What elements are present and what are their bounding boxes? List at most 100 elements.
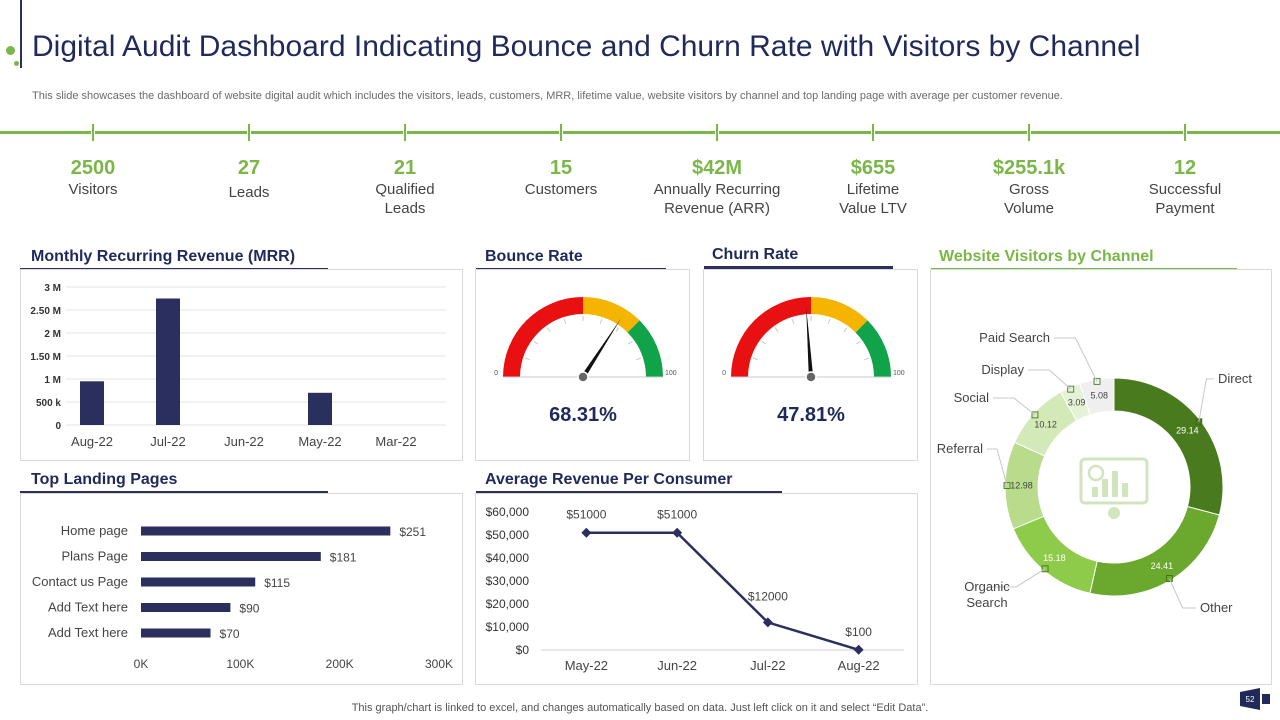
arpc-xtick-label: Jul-22 (750, 658, 785, 673)
donut-value-label: 12.98 (1010, 481, 1033, 491)
kpi-tick (559, 124, 563, 141)
kpi-label: Successful Payment (1148, 181, 1222, 217)
donut-value-label: 15.18 (1043, 553, 1066, 563)
arpc-xtick-label: May-22 (565, 658, 608, 673)
landing-bar (141, 603, 231, 612)
bounce-gauge-tick (563, 318, 567, 324)
kpi-value: 21 (393, 157, 417, 179)
arpc-point (581, 527, 592, 538)
bounce-gauge: 0 100 68.31% (494, 297, 677, 426)
churn-gauge-tick (791, 318, 795, 324)
bounce-gauge-band (503, 297, 583, 377)
title-accent-bar (20, 0, 22, 68)
mrr-xtick-label: Aug-22 (71, 434, 113, 449)
visitors-panel: 29.14 Direct 24.41 Other 15.18 Organic Search 1… (930, 269, 1272, 685)
donut-category-label: Organic Search (964, 579, 1010, 610)
donut-category-label-line: Social (954, 390, 990, 405)
mrr-chart: 0 500 k 1 M 1.50 M 2 M 2.50 M 3 M Aug-22 Jul-22 J… (30, 283, 446, 449)
landing-category-label: Add Text here (48, 600, 128, 615)
bounce-gauge-tick (636, 357, 642, 361)
bounce-panel: 0 100 68.31% (475, 269, 690, 461)
arpc-title: Average Revenue Per Consumer (485, 471, 733, 488)
monitor-frame (1079, 457, 1149, 505)
page-number: 52 (1246, 695, 1255, 704)
footer-note: This graph/chart is linked to excel, and… (351, 702, 929, 714)
kpi-value: 2500 (70, 157, 116, 179)
arpc-point (762, 617, 773, 628)
donut-slice (1079, 377, 1115, 416)
donut-leader-marker (1031, 411, 1039, 419)
mrr-bar (156, 298, 180, 425)
landing-bar-chart: Home page $251 Plans Page $181 Contact us Pa… (32, 523, 453, 671)
kpi-tick (403, 124, 407, 141)
arpc-xtick-label: Jun-22 (657, 658, 697, 673)
donut-category-label-line: Direct (1218, 371, 1252, 386)
bounce-gauge-min-label: 0 (494, 370, 498, 377)
bounce-gauge-band (583, 297, 640, 333)
arpc-point (672, 527, 683, 538)
donut-leader-line (993, 397, 1036, 416)
donut-leader-line (1198, 378, 1214, 422)
bounce-gauge-tick (615, 327, 620, 332)
donut-leader-marker (1195, 418, 1203, 426)
bounce-gauge-tick (599, 318, 603, 324)
donut-category-label-line: Organic (964, 579, 1010, 594)
mrr-panel: 0 500 k 1 M 1.50 M 2 M 2.50 M 3 M Aug-22 Jul-22 J… (20, 269, 463, 461)
title-area: Digital Audit Dashboard Indicating Bounc… (0, 0, 1280, 80)
arpc-ytick-label: $20,000 (486, 597, 530, 611)
kpi-tick (247, 124, 251, 141)
kpi-label: Annually Recurring Revenue (ARR) (653, 181, 781, 217)
kpi-qualified-leads: 21 Qualified Leads (330, 156, 480, 218)
kpi-tick (871, 124, 875, 141)
churn-title: Churn Rate (712, 246, 799, 263)
monitor-bar (1122, 483, 1128, 497)
monitor-bar (1112, 471, 1118, 497)
kpi-arr: $42M Annually Recurring Revenue (ARR) (642, 156, 792, 218)
kpi-tick (715, 124, 719, 141)
monitor-bar (1092, 487, 1098, 497)
mrr-ytick-label: 3 M (44, 283, 61, 294)
monitor-pie (1087, 464, 1105, 482)
landing-value-label: $115 (264, 576, 290, 590)
churn-gauge-tick (827, 318, 831, 324)
mrr-ytick-label: 1 M (44, 375, 61, 386)
landing-value-label: $70 (220, 627, 240, 641)
landing-category-label: Add Text here (48, 625, 128, 640)
bounce-gauge-tick (546, 327, 551, 332)
mrr-xtick-label: May-22 (298, 434, 341, 449)
donut-leader-marker (1003, 482, 1011, 489)
title-small-dot-icon (14, 61, 19, 66)
donut-slice (1113, 377, 1224, 516)
churn-title-underline (704, 266, 893, 269)
landing-panel: Home page $251 Plans Page $181 Contact us Pa… (20, 493, 463, 685)
churn-gauge-tick (864, 357, 870, 361)
mrr-ytick-label: 500 k (36, 398, 61, 409)
kpi-label: Customers (524, 181, 598, 198)
arpc-data-label: $100 (845, 625, 872, 639)
mrr-ytick-label: 1.50 M (30, 352, 61, 363)
arpc-ytick-label: $10,000 (486, 620, 530, 634)
landing-xtick-label: 0K (134, 657, 149, 671)
monitor-stand (1108, 507, 1120, 519)
kpi-tick (91, 124, 95, 141)
landing-title: Top Landing Pages (31, 471, 178, 488)
landing-category-label: Contact us Page (32, 574, 128, 589)
mrr-title: Monthly Recurring Revenue (MRR) (31, 248, 296, 265)
kpi-label: Visitors (68, 181, 118, 198)
landing-xtick-label: 100K (226, 657, 254, 671)
landing-bar (141, 552, 321, 561)
kpi-tick (1027, 124, 1031, 141)
donut-category-label: Paid Search (979, 330, 1050, 345)
arpc-series-line (586, 531, 859, 651)
bounce-gauge-value: 68.31% (549, 404, 617, 426)
landing-title-underline (20, 491, 328, 494)
arpc-data-label: $51000 (657, 508, 697, 522)
arpc-xtick-label: Aug-22 (838, 658, 880, 673)
arpc-line-chart: $0 $10,000 $20,000 $30,000 $40,000 $50,000 $60… (486, 505, 904, 673)
landing-value-label: $181 (330, 551, 357, 565)
donut-value-label: 24.41 (1151, 561, 1174, 571)
dashboard-center-icon (1079, 457, 1149, 519)
kpi-value: $42M (691, 157, 743, 179)
kpi-value: $255.1k (992, 157, 1066, 179)
donut-leader-line (1168, 578, 1196, 609)
